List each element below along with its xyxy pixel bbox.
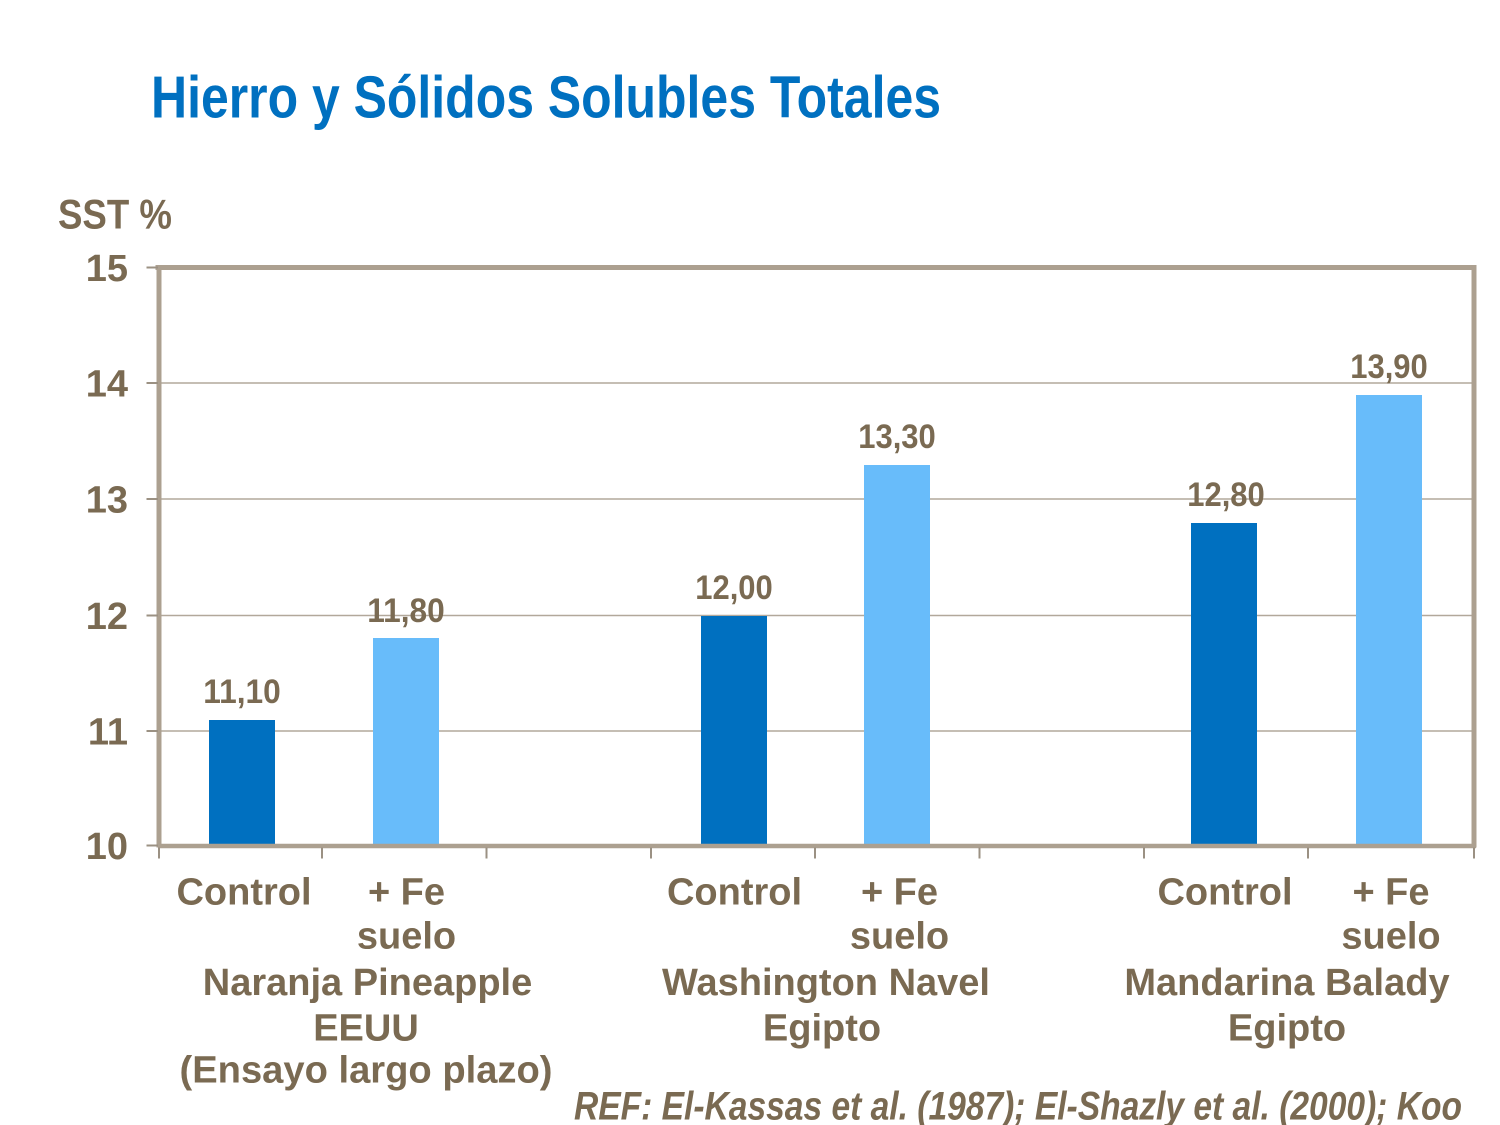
svg-text:(Ensayo largo plazo): (Ensayo largo plazo) bbox=[180, 1050, 553, 1092]
svg-text:+ Fe: + Fe bbox=[368, 872, 445, 914]
svg-text:12,00: 12,00 bbox=[695, 569, 773, 607]
svg-text:EEUU: EEUU bbox=[313, 1008, 419, 1050]
svg-text:Mandarina Balady: Mandarina Balady bbox=[1124, 962, 1449, 1004]
svg-text:suelo: suelo bbox=[850, 916, 949, 958]
svg-text:11: 11 bbox=[88, 712, 128, 754]
svg-text:REF: El-Kassas et al. (1987);: REF: El-Kassas et al. (1987); El-Shazly … bbox=[574, 1085, 1462, 1125]
svg-text:13: 13 bbox=[86, 480, 128, 522]
svg-text:Washington Navel: Washington Navel bbox=[662, 962, 990, 1004]
svg-text:Naranja Pineapple: Naranja Pineapple bbox=[203, 962, 532, 1004]
svg-text:Control: Control bbox=[667, 872, 802, 914]
svg-text:12,80: 12,80 bbox=[1187, 476, 1265, 514]
svg-text:suelo: suelo bbox=[357, 916, 456, 958]
svg-text:Control: Control bbox=[1157, 872, 1292, 914]
svg-text:+ Fe: + Fe bbox=[1352, 872, 1429, 914]
svg-text:Control: Control bbox=[176, 872, 311, 914]
svg-text:Egipto: Egipto bbox=[1228, 1008, 1346, 1050]
svg-text:12: 12 bbox=[86, 596, 128, 638]
svg-text:+ Fe: + Fe bbox=[861, 872, 938, 914]
svg-text:11,10: 11,10 bbox=[203, 673, 281, 711]
svg-text:suelo: suelo bbox=[1341, 916, 1440, 958]
svg-text:10: 10 bbox=[86, 826, 128, 868]
svg-text:13,30: 13,30 bbox=[858, 418, 936, 456]
svg-text:11,80: 11,80 bbox=[367, 592, 445, 630]
svg-text:14: 14 bbox=[86, 364, 128, 406]
svg-text:Egipto: Egipto bbox=[763, 1008, 881, 1050]
svg-text:SST %: SST % bbox=[58, 191, 172, 238]
svg-text:Hierro y Sólidos Solubles Tota: Hierro y Sólidos Solubles Totales bbox=[151, 65, 941, 131]
svg-text:15: 15 bbox=[86, 248, 128, 290]
svg-text:13,90: 13,90 bbox=[1350, 348, 1428, 386]
